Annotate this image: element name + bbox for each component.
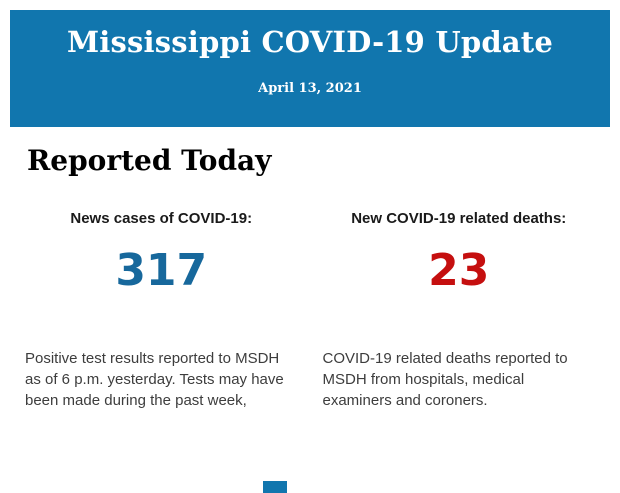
new-cases-value: 317 <box>115 245 208 296</box>
stat-new-cases: News cases of COVID-19: 317 Positive tes… <box>25 211 298 411</box>
stats-row: News cases of COVID-19: 317 Positive tes… <box>25 211 595 411</box>
new-deaths-description: COVID-19 related deaths reported to MSDH… <box>322 350 568 409</box>
stat-new-deaths: New COVID-19 related deaths: 23 COVID-19… <box>323 211 596 411</box>
header-banner: Mississippi COVID-19 Update April 13, 20… <box>10 10 610 127</box>
new-cases-description: Positive test results reported to MSDH a… <box>25 350 284 409</box>
new-deaths-label: New COVID-19 related deaths: <box>351 210 567 227</box>
new-cases-label: News cases of COVID-19: <box>70 210 253 227</box>
section-title: Reported Today <box>27 144 272 177</box>
newsletter-date: April 13, 2021 <box>258 81 362 96</box>
newsletter-title: Mississippi COVID-19 Update <box>66 25 554 59</box>
new-deaths-value: 23 <box>428 245 490 296</box>
